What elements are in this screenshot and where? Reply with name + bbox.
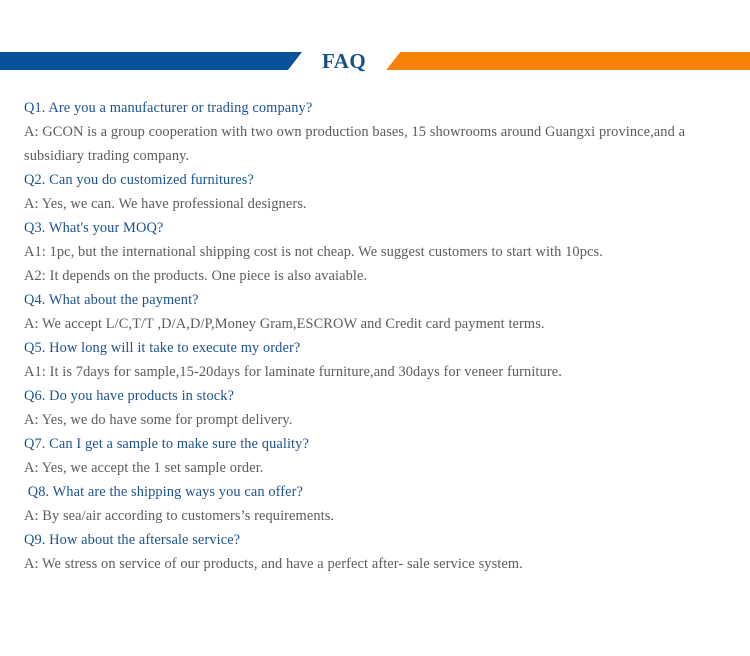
faq-item-4: Q4. What about the payment? A: We accept…: [24, 288, 726, 336]
faq-answer: A2: It depends on the products. One piec…: [24, 268, 368, 284]
faq-answer: A: Yes, we accept the 1 set sample order…: [24, 460, 264, 476]
faq-answer: A1: 1pc, but the international shipping …: [24, 244, 603, 260]
faq-answer: A: GCON is a group cooperation with two …: [24, 124, 689, 164]
faq-question: Q1. Are you a manufacturer or trading co…: [24, 100, 313, 116]
faq-question: Q2. Can you do customized furnitures?: [24, 172, 254, 188]
faq-question: Q4. What about the payment?: [24, 292, 199, 308]
faq-item-9: Q9. How about the aftersale service? A: …: [24, 528, 726, 576]
header-right-orange-bar: [386, 52, 750, 70]
faq-question: Q3. What's your MOQ?: [24, 220, 164, 236]
faq-answer: A: By sea/air according to customers’s r…: [24, 508, 335, 524]
faq-answer: A: We stress on service of our products,…: [24, 556, 523, 572]
faq-header-banner: FAQ: [0, 40, 750, 82]
header-left-blue-bar: [0, 52, 302, 70]
faq-item-2: Q2. Can you do customized furnitures? A:…: [24, 168, 726, 216]
faq-answer: A1: It is 7days for sample,15-20days for…: [24, 364, 562, 380]
faq-answer: A: Yes, we can. We have professional des…: [24, 196, 307, 212]
faq-answer: A: Yes, we do have some for prompt deliv…: [24, 412, 293, 428]
faq-item-6: Q6. Do you have products in stock? A: Ye…: [24, 384, 726, 432]
faq-list: Q1. Are you a manufacturer or trading co…: [0, 82, 750, 576]
faq-item-5: Q5. How long will it take to execute my …: [24, 336, 726, 384]
faq-item-7: Q7. Can I get a sample to make sure the …: [24, 432, 726, 480]
faq-question: Q6. Do you have products in stock?: [24, 388, 235, 404]
faq-item-3: Q3. What's your MOQ? A1: 1pc, but the in…: [24, 216, 726, 288]
faq-question: Q8. What are the shipping ways you can o…: [24, 484, 304, 500]
page-title: FAQ: [322, 48, 367, 73]
faq-question: Q9. How about the aftersale service?: [24, 532, 241, 548]
faq-item-1: Q1. Are you a manufacturer or trading co…: [24, 96, 726, 168]
faq-question: Q5. How long will it take to execute my …: [24, 340, 301, 356]
faq-answer: A: We accept L/C,T/T ,D/A,D/P,Money Gram…: [24, 316, 545, 332]
faq-item-8: Q8. What are the shipping ways you can o…: [24, 480, 726, 528]
faq-question: Q7. Can I get a sample to make sure the …: [24, 436, 309, 452]
